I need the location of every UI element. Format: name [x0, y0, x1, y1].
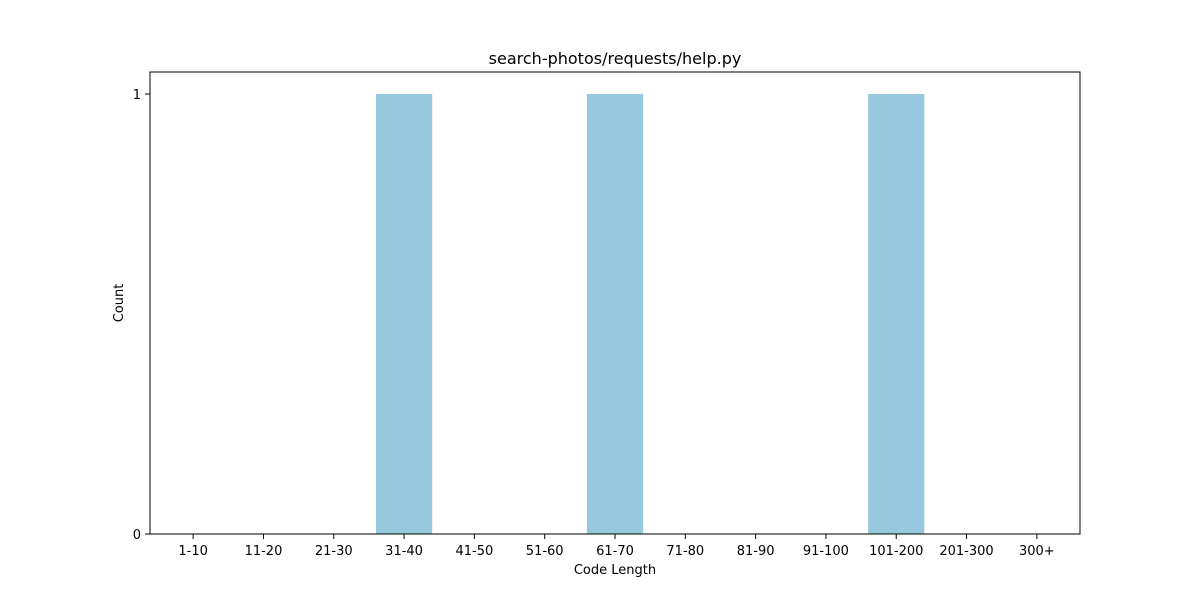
- chart-title: search-photos/requests/help.py: [489, 49, 742, 68]
- x-tick-label: 41-50: [455, 544, 493, 559]
- x-tick-label: 1-10: [178, 544, 208, 559]
- x-tick-label: 201-300: [939, 544, 993, 559]
- y-axis-title: Count: [112, 284, 127, 323]
- x-tick-label: 101-200: [869, 544, 923, 559]
- x-tick-label: 71-80: [666, 544, 704, 559]
- bar-31-40: [375, 94, 433, 534]
- x-tick-label: 81-90: [737, 544, 775, 559]
- x-tick-label: 11-20: [245, 544, 283, 559]
- x-axis-title: Code Length: [574, 563, 656, 578]
- y-tick-label: 0: [133, 528, 141, 543]
- x-tick-label: 21-30: [315, 544, 353, 559]
- x-tick-label: 61-70: [596, 544, 634, 559]
- bar-101-200: [868, 94, 925, 534]
- x-tick-label: 91-100: [803, 544, 849, 559]
- x-tick-label: 31-40: [385, 544, 423, 559]
- x-axis-ticks: 1-10 11-20 21-30 31-40 41-50 51-60 61-70 71-80 8…: [178, 534, 1055, 559]
- x-tick-label: 51-60: [526, 544, 564, 559]
- x-tick-label: 300+: [1019, 544, 1055, 559]
- y-tick-label: 1: [133, 88, 141, 103]
- bar-61-70: [586, 94, 644, 534]
- bars-group: [375, 94, 925, 534]
- y-axis-ticks: 01: [133, 88, 150, 543]
